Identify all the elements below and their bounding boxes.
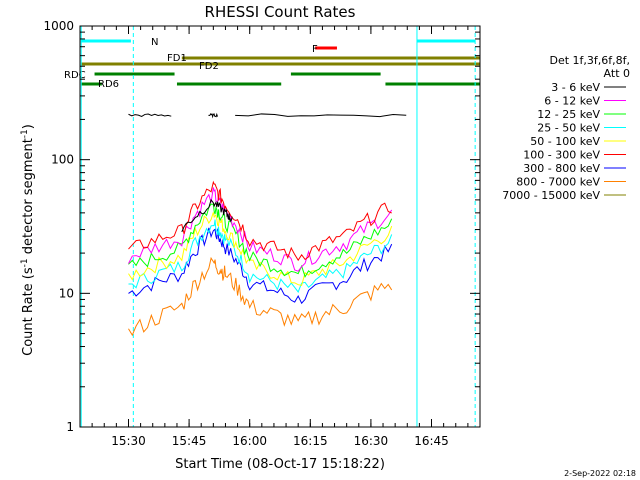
- y-tick-label: 1000: [43, 19, 74, 33]
- y-label-sup2: -1: [20, 129, 30, 138]
- x-tick-label: 16:15: [293, 434, 328, 448]
- y-label-sup1: -1: [20, 258, 30, 267]
- legend-label: 3 - 6 keV: [551, 81, 600, 94]
- state-label-fd2: FD2: [199, 61, 219, 72]
- series-line-black: [208, 112, 218, 119]
- legend-label: 800 - 7000 keV: [516, 176, 600, 189]
- series-line-black: [128, 113, 172, 117]
- series-line-cyan: [128, 219, 393, 293]
- x-tick-label: 16:00: [232, 434, 267, 448]
- x-tick-label: 15:30: [111, 434, 146, 448]
- series-line-red: [128, 180, 392, 262]
- legend-label: 100 - 300 keV: [523, 149, 600, 162]
- state-label-fd1: FD1: [167, 53, 187, 64]
- series-line-black: [181, 198, 233, 233]
- state-label-rd6: RD6: [98, 79, 119, 90]
- state-label-n: N: [151, 37, 158, 48]
- series-line-black: [235, 113, 407, 118]
- y-axis-label: Count Rate (s-1 detector segment-1): [20, 124, 36, 356]
- y-label-end: ): [21, 124, 36, 129]
- y-label-mid: detector segment: [21, 138, 36, 258]
- chart-title: RHESSI Count Rates: [205, 3, 356, 21]
- legend-label: 12 - 25 keV: [537, 108, 600, 121]
- y-tick-label: 10: [59, 286, 74, 300]
- y-tick-label: 100: [51, 153, 74, 167]
- x-tick-label: 16:30: [354, 434, 389, 448]
- svg-text:Count Rate (s-1 detector segme: Count Rate (s-1 detector segment-1): [20, 124, 36, 356]
- legend-label: 50 - 100 keV: [530, 135, 600, 148]
- y-label-main: Count Rate (s: [21, 267, 36, 356]
- x-axis-label: Start Time (08-Oct-17 15:18:22): [175, 457, 385, 472]
- timestamp: 2-Sep-2022 02:18: [564, 469, 636, 478]
- y-tick-label: 1: [66, 420, 74, 434]
- series-line-yellow: [128, 212, 393, 286]
- series-line-orange: [128, 256, 393, 337]
- x-tick-label: 15:45: [172, 434, 207, 448]
- legend-label: 6 - 12 keV: [544, 95, 600, 108]
- legend-label: 7000 - 15000 keV: [502, 189, 600, 202]
- legend-label: 300 - 800 keV: [523, 162, 600, 175]
- series-curves: [128, 112, 407, 337]
- plot-frame: [79, 25, 481, 428]
- axes: 15:30 15:45 16:00 16:15 16:30 16:45 1 10 100 1000: [43, 19, 481, 448]
- state-label-rdc: RDC: [64, 70, 86, 81]
- series-line-magenta: [128, 187, 393, 272]
- legend-header-2: Att 0: [604, 67, 630, 80]
- series-line-green: [128, 203, 393, 278]
- legend-label: 25 - 50 keV: [537, 122, 600, 135]
- state-label-f: F: [312, 44, 318, 55]
- x-tick-label: 16:45: [414, 434, 449, 448]
- legend-header-1: Det 1f,3f,6f,8f,: [549, 54, 630, 67]
- state-bars: N FD1 FD2 F RDC RD6: [64, 26, 480, 427]
